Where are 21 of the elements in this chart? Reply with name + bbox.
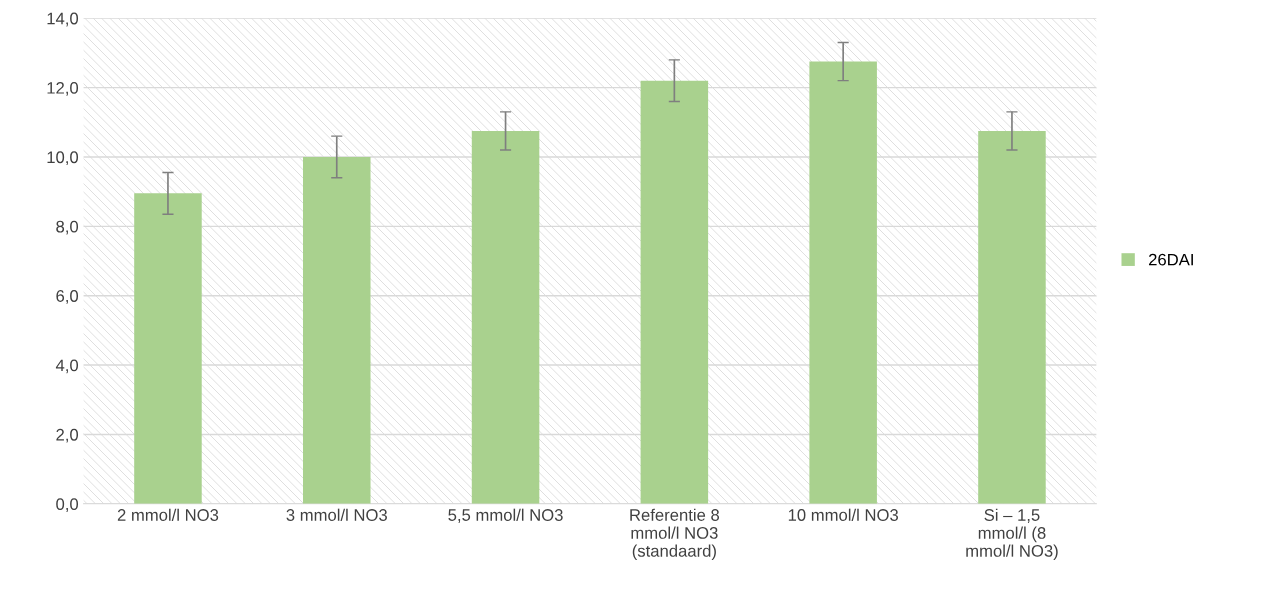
y-tick-label: 4,0 (55, 359, 79, 374)
y-tick-label: 8,0 (56, 220, 79, 235)
y-tick-label: 12,0 (47, 81, 79, 96)
bar (640, 80, 709, 504)
bar (303, 156, 371, 504)
bar (809, 61, 877, 504)
bar (134, 193, 202, 504)
x-tick-label: 10 mmol/l NO3 (788, 508, 898, 521)
y-tick-label: 14,0 (47, 12, 79, 27)
y-tick-label: 2,0 (56, 428, 79, 443)
x-tick-label: Si – 1,5 mmol/l (8 mmol/l NO3) (966, 508, 1058, 561)
y-tick-label: 0,0 (56, 498, 79, 512)
x-tick-label: 3 mmol/l NO3 (286, 508, 387, 521)
x-tick-label: Referentie 8 mmol/l NO3 (standaard) (630, 508, 720, 561)
x-tick-label: 2 mmol/l NO3 (117, 508, 219, 521)
legend-label: 26DAI (1148, 253, 1193, 266)
y-tick-label: 6,0 (56, 290, 79, 304)
bar (471, 130, 540, 504)
x-tick-label: 5,5 mmol/l NO3 (448, 508, 563, 523)
y-tick-label: 10,0 (47, 151, 79, 166)
bar (978, 130, 1046, 504)
